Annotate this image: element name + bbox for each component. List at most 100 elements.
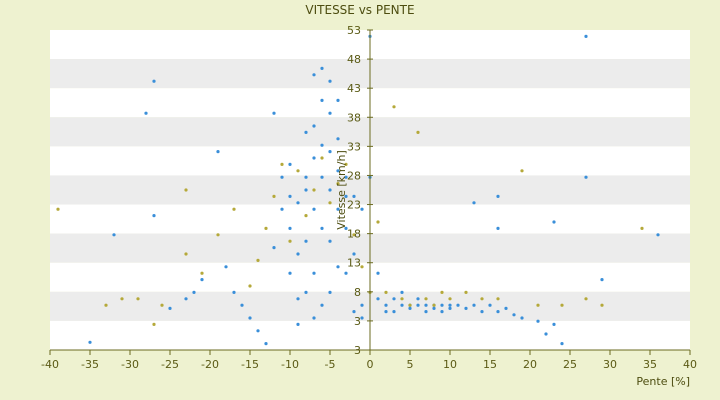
data-point	[360, 207, 364, 211]
data-point	[304, 130, 308, 134]
data-points	[56, 34, 660, 346]
data-point	[360, 316, 364, 320]
data-point	[400, 303, 404, 307]
data-point	[272, 111, 276, 115]
x-tick-label: 25	[563, 358, 577, 371]
data-point	[328, 79, 332, 83]
data-point	[184, 252, 188, 256]
data-point	[432, 306, 436, 310]
data-point	[136, 297, 140, 301]
data-point	[656, 233, 660, 237]
data-point	[384, 303, 388, 307]
data-point	[280, 175, 284, 179]
data-point	[336, 265, 340, 269]
data-point	[600, 303, 604, 307]
data-point	[248, 284, 252, 288]
data-point	[584, 175, 588, 179]
data-point	[464, 290, 468, 294]
data-point	[320, 143, 324, 147]
data-point	[352, 310, 356, 314]
data-point	[288, 194, 292, 198]
data-point	[256, 329, 260, 333]
data-point	[168, 306, 172, 310]
data-point	[496, 194, 500, 198]
data-point	[448, 306, 452, 310]
data-point	[200, 278, 204, 282]
data-point	[504, 306, 508, 310]
data-point	[320, 175, 324, 179]
data-point	[440, 310, 444, 314]
data-point	[344, 271, 348, 275]
data-point	[384, 310, 388, 314]
x-axis-ticks: -40 -35 -30 -25 -20 -15 -10 -5 0 5 10 15 20 25 30 35 40	[41, 350, 697, 371]
data-point	[272, 194, 276, 198]
data-point	[448, 297, 452, 301]
data-point	[216, 150, 220, 154]
data-point	[600, 278, 604, 282]
data-point	[296, 322, 300, 326]
x-tick-label: -30	[121, 358, 139, 371]
data-point	[184, 188, 188, 192]
data-point	[296, 169, 300, 173]
data-point	[352, 233, 356, 237]
data-point	[280, 162, 284, 166]
x-tick-label: -40	[41, 358, 59, 371]
data-point	[312, 156, 316, 160]
data-point	[536, 303, 540, 307]
x-tick-label: 15	[483, 358, 497, 371]
data-point	[240, 303, 244, 307]
data-point	[360, 303, 364, 307]
data-point	[152, 79, 156, 83]
data-point	[520, 169, 524, 173]
y-tick-label: 38	[347, 111, 361, 124]
data-point	[288, 162, 292, 166]
data-point	[312, 188, 316, 192]
data-point	[288, 226, 292, 230]
data-point	[192, 290, 196, 294]
data-point	[304, 214, 308, 218]
data-point	[232, 290, 236, 294]
data-point	[408, 306, 412, 310]
data-point	[336, 207, 340, 211]
data-point	[480, 310, 484, 314]
data-point	[344, 194, 348, 198]
data-point	[304, 175, 308, 179]
data-point	[328, 150, 332, 154]
data-point	[488, 303, 492, 307]
data-point	[104, 303, 108, 307]
x-axis-title: Pente [%]	[636, 375, 690, 388]
y-tick-label: 3	[354, 315, 361, 328]
data-point	[288, 271, 292, 275]
data-point	[496, 310, 500, 314]
y-tick-label: 28	[347, 169, 361, 182]
data-point	[440, 290, 444, 294]
data-point	[256, 258, 260, 262]
data-point	[288, 239, 292, 243]
data-point	[400, 297, 404, 301]
x-tick-label: 35	[643, 358, 657, 371]
data-point	[336, 137, 340, 141]
data-point	[448, 303, 452, 307]
chart-title: VITESSE vs PENTE	[305, 3, 414, 17]
x-tick-label: -10	[281, 358, 299, 371]
data-point	[424, 297, 428, 301]
x-tick-label: 30	[603, 358, 617, 371]
y-tick-label: 13	[347, 257, 361, 270]
data-point	[440, 303, 444, 307]
data-point	[264, 342, 268, 346]
x-tick-label: -20	[201, 358, 219, 371]
data-point	[320, 98, 324, 102]
data-point	[344, 162, 348, 166]
data-point	[232, 207, 236, 211]
data-point	[456, 303, 460, 307]
data-point	[472, 201, 476, 205]
data-point	[640, 226, 644, 230]
data-point	[280, 207, 284, 211]
y-tick-label: 33	[347, 140, 361, 153]
data-point	[160, 303, 164, 307]
data-point	[272, 246, 276, 250]
data-point	[328, 239, 332, 243]
data-point	[328, 111, 332, 115]
data-point	[336, 98, 340, 102]
